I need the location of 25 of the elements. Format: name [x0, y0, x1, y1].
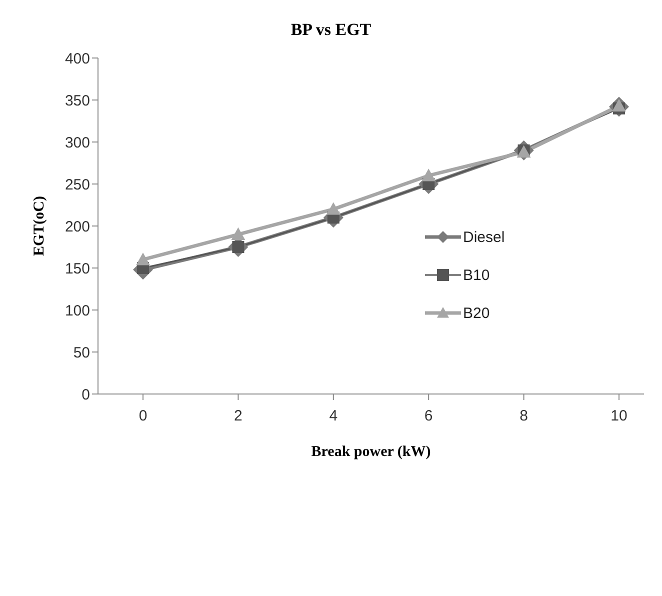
point — [422, 168, 436, 182]
y-tick-label: 200 — [64, 218, 90, 236]
x-tick-label: 10 — [610, 408, 628, 425]
legend-label: Diesel — [463, 228, 505, 246]
x-tick-label: 2 — [234, 408, 242, 425]
y-tick-label: 0 — [82, 386, 90, 404]
y-tick-label: 400 — [64, 50, 90, 68]
y-axis-title: EGT(oC) — [31, 196, 48, 256]
x-tick-label: 0 — [138, 408, 148, 425]
y-tick-label: 350 — [64, 92, 90, 110]
y-tick-label: 150 — [64, 260, 90, 278]
x-tick-label: 8 — [520, 408, 528, 425]
y-tick-label: 100 — [64, 302, 90, 320]
x-tick-label: 6 — [424, 408, 433, 425]
point — [136, 252, 150, 266]
point — [231, 227, 246, 240]
legend-label: B20 — [463, 304, 490, 322]
y-tick-label: 50 — [73, 344, 90, 362]
chart-title: BP vs EGT — [290, 20, 372, 40]
point — [326, 202, 340, 215]
x-axis-title: Break power (kW) — [311, 444, 431, 460]
x-tick-label: 4 — [329, 408, 338, 425]
y-tick-label: 250 — [64, 176, 90, 194]
legend-label: B10 — [463, 266, 490, 284]
y-tick-label: 300 — [64, 134, 90, 152]
